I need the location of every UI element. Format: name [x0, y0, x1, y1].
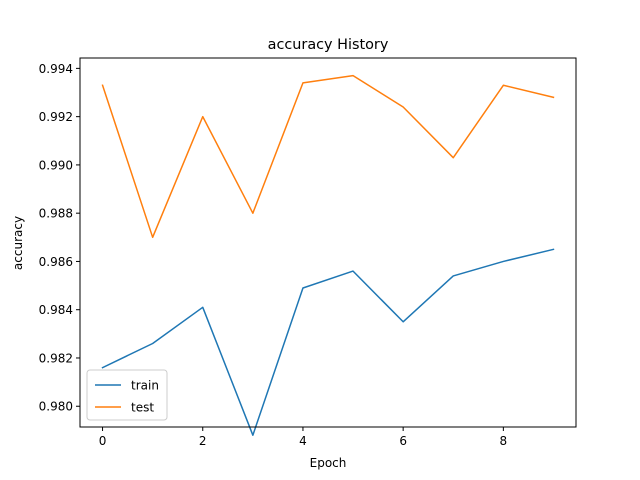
plot-frame [79, 57, 577, 428]
y-axis: 0.980 0.982 0.984 0.986 0.988 0.990 0.992 0.994 [39, 62, 80, 414]
y-tick-label: 0.992 [39, 110, 73, 124]
x-tick-label: 4 [299, 434, 307, 448]
legend-label-train: train [131, 379, 159, 393]
y-tick-label: 0.990 [39, 158, 73, 172]
x-tick-label: 6 [399, 434, 407, 448]
y-tick-label: 0.980 [39, 400, 73, 414]
x-tick-label: 0 [99, 434, 107, 448]
series-layer [101, 74, 555, 436]
x-tick-label: 2 [199, 434, 207, 448]
legend: train test [86, 369, 168, 421]
y-tick-label: 0.984 [39, 303, 73, 317]
chart-title: accuracy History [268, 37, 389, 53]
legend-box [86, 369, 168, 421]
x-axis-title: Epoch [310, 456, 347, 470]
legend-label-test: test [131, 401, 154, 415]
series-line-test [101, 74, 555, 239]
x-tick-label: 8 [500, 434, 508, 448]
series-line-train [101, 248, 555, 436]
x-axis: 0 2 4 6 8 [99, 427, 507, 448]
y-axis-title: accuracy [11, 216, 25, 270]
y-tick-label: 0.982 [39, 351, 73, 365]
y-tick-label: 0.994 [39, 62, 73, 76]
y-tick-label: 0.988 [39, 207, 73, 221]
y-tick-label: 0.986 [39, 255, 73, 269]
